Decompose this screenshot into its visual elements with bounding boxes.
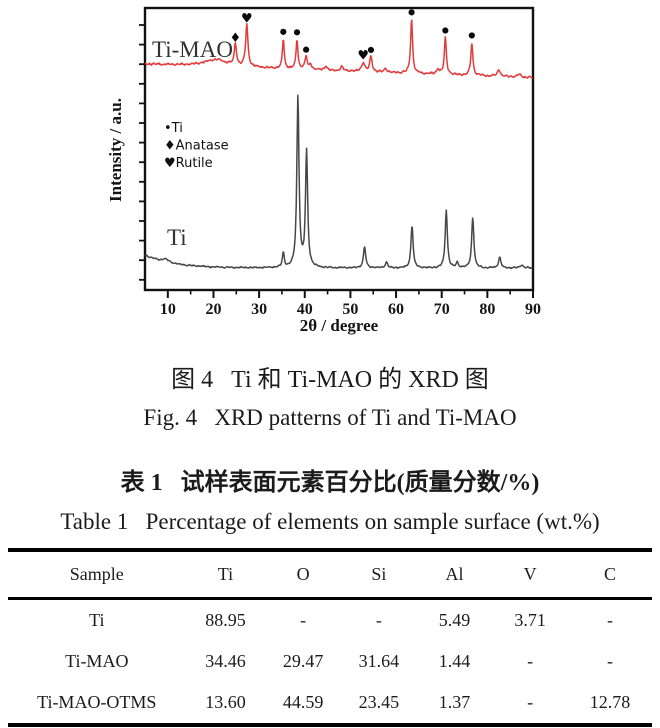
- x-tick-label: 90: [525, 301, 541, 318]
- table-column-header: Si: [371, 564, 387, 584]
- x-tick-label: 30: [251, 301, 267, 318]
- legend-item-anatase: ♦Anatase: [164, 139, 229, 154]
- phase-markers: ♦ ♥ ♥: [230, 9, 475, 64]
- phase-legend: •Ti ♦Anatase ♥Rutile: [164, 121, 229, 171]
- table-cell: -: [606, 610, 613, 630]
- table-cell: -: [527, 651, 534, 671]
- table-cell: 29.47: [282, 651, 324, 671]
- series-label-ti-mao: Ti-MAO: [152, 37, 233, 62]
- table-cell: 1.44: [438, 651, 471, 671]
- x-tick-label: 70: [434, 301, 450, 318]
- table-column-header: O: [296, 564, 310, 584]
- ti-dot-marker: [280, 28, 287, 35]
- table-caption-en: Table 1 Percentage of elements on sample…: [60, 509, 600, 534]
- curve-ti-mao: [144, 19, 534, 79]
- table-cell: 44.59: [282, 692, 324, 712]
- table-column-header: V: [523, 564, 537, 584]
- table-body: Ti 88.95 - - 5.49 3.71 - Ti-MAO 34.46 29.47 31.64 1…: [8, 599, 652, 726]
- table-cell: -: [606, 651, 613, 671]
- elements-table: Sample Ti O Si Al V C Ti 88.95- -5.49 3.71- Ti-MAO…: [8, 548, 652, 727]
- series-label-ti: Ti: [167, 225, 187, 250]
- x-tick-label: 50: [342, 301, 358, 318]
- x-tick-label: 20: [205, 301, 221, 318]
- x-tick-label: 40: [297, 301, 313, 318]
- ti-dot-marker: [468, 32, 475, 39]
- figure-caption-en: Fig. 4 XRD patterns of Ti and Ti-MAO: [143, 405, 517, 430]
- table-column-header: C: [603, 564, 616, 584]
- table-header-row: Sample Ti O Si Al V C: [8, 550, 652, 599]
- x-tick-label: 10: [160, 301, 176, 318]
- table-cell: 1.37: [438, 692, 471, 712]
- table-cell: -: [300, 610, 307, 630]
- table-cell: 88.95: [205, 610, 246, 630]
- table-cell: 5.49: [438, 610, 471, 630]
- table-cell: 12.78: [589, 692, 631, 712]
- x-tick-label: 80: [479, 301, 495, 318]
- rutile-heart-marker: ♥: [241, 12, 253, 27]
- table-cell: -: [375, 610, 382, 630]
- table-row: Ti-MAO-OTMS 13.60 44.59 23.45 1.37 - 12.78: [8, 682, 652, 725]
- plot-frame: [143, 6, 535, 292]
- anatase-diamond-marker: ♦: [230, 31, 242, 46]
- curve-ti: [144, 94, 534, 270]
- x-tick-label: 60: [388, 301, 404, 318]
- axis-ticks: 10 20 30 40 50 60 70 80 90: [139, 24, 541, 318]
- y-axis-label: Intensity / a.u.: [106, 98, 125, 202]
- rutile-heart-marker: ♥: [357, 49, 369, 64]
- ti-dot-marker: [367, 46, 375, 54]
- xrd-chart: 2θ / degree Intensity / a.u. 10 20 30 40 50 6…: [106, 6, 541, 335]
- table-cell: 31.64: [358, 651, 400, 671]
- ti-dot-marker: [293, 29, 301, 36]
- x-axis-label: 2θ / degree: [300, 316, 379, 335]
- xrd-curves: [144, 19, 534, 270]
- table-caption-zh: 表 1 试样表面元素百分比(质量分数/%): [120, 470, 540, 496]
- ti-dot-marker: [303, 46, 310, 53]
- table-cell: 34.46: [205, 651, 246, 671]
- xrd-figure: 2θ / degree Intensity / a.u. 10 20 30 40 50 6…: [0, 0, 660, 340]
- table-cell: Ti: [89, 610, 105, 630]
- table-cell: 13.60: [205, 692, 246, 712]
- ti-dot-marker: [442, 27, 449, 34]
- table-cell: Ti-MAO: [65, 651, 129, 671]
- table-column-header: Ti: [217, 564, 234, 584]
- table-row: Ti 88.95 - - 5.49 3.71 -: [8, 599, 652, 642]
- table-cell: 3.71: [514, 610, 546, 630]
- ti-dot-marker: [408, 9, 415, 16]
- series-labels: Ti-MAO Ti: [152, 37, 233, 250]
- table-column-header: Al: [445, 564, 464, 584]
- table-row: Ti-MAO 34.46 29.47 31.64 1.44 - -: [8, 641, 652, 682]
- table-cell: 23.45: [358, 692, 400, 712]
- legend-item-ti: •Ti: [164, 121, 183, 136]
- legend-item-rutile: ♥Rutile: [164, 156, 213, 171]
- table-cell: -: [527, 692, 534, 712]
- figure-caption-zh: 图 4 Ti 和 Ti-MAO 的 XRD 图: [171, 367, 489, 393]
- table-cell: Ti-MAO-OTMS: [37, 692, 157, 712]
- table-column-header: Sample: [69, 564, 124, 584]
